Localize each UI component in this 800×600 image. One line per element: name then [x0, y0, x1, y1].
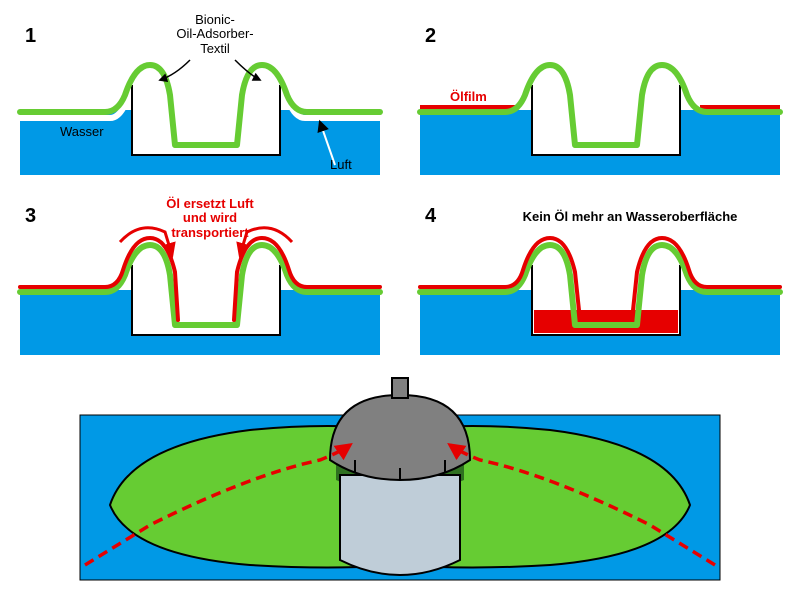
diagram-svg [0, 0, 800, 600]
panel-3 [20, 228, 380, 355]
label-kein-oel: Kein Öl mehr an Wasseroberfläche [490, 210, 770, 224]
label-oelfilm: Ölfilm [450, 90, 487, 104]
panel-2-number: 2 [425, 25, 436, 48]
label-luft: Luft [330, 158, 352, 172]
label-wasser: Wasser [60, 125, 104, 139]
label-transport: Öl ersetzt Luft und wird transportiert [130, 197, 290, 240]
panel-2 [420, 65, 780, 175]
panel-4-number: 4 [425, 205, 436, 228]
panel-3-number: 3 [25, 205, 36, 228]
panel-1 [20, 60, 380, 175]
label-bionic: Bionic- Oil-Adsorber- Textil [170, 13, 260, 56]
panel-1-number: 1 [25, 25, 36, 48]
bottom-device [80, 378, 720, 580]
panel-4 [420, 238, 780, 355]
